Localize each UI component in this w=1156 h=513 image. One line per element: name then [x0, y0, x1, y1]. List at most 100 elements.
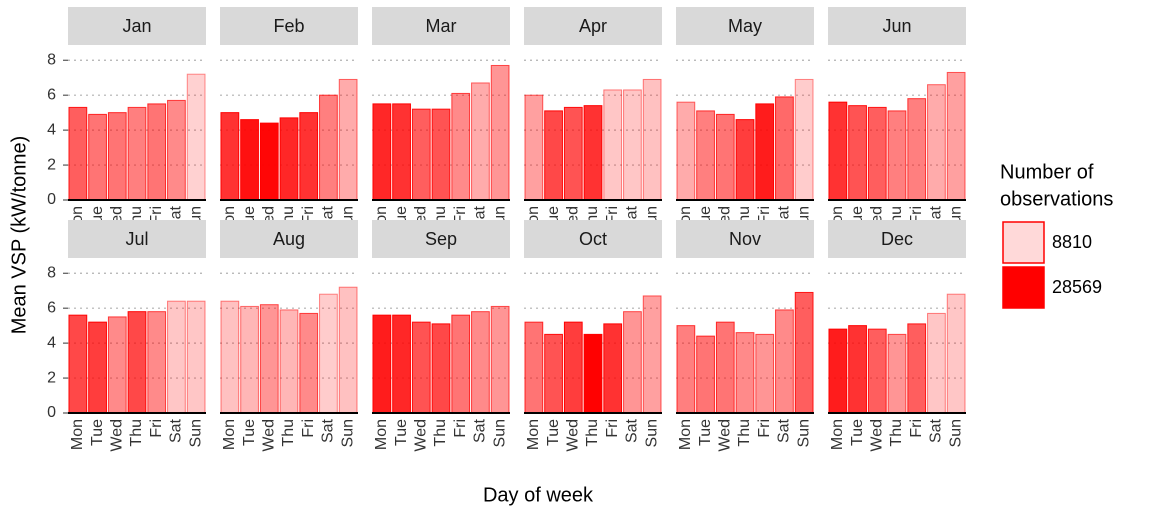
y-tick-label: 6 [47, 86, 56, 103]
x-tick-label: Tue [545, 419, 562, 446]
y-tick-label: 4 [47, 121, 56, 138]
bar [755, 103, 775, 201]
strip-title: Jul [125, 229, 148, 249]
y-axis-title: Mean VSP (kW/tonne) [8, 136, 30, 335]
bar [907, 98, 927, 201]
strip [676, 7, 814, 45]
bar [755, 333, 775, 414]
bar [927, 312, 946, 414]
bar [451, 314, 471, 414]
bar [775, 96, 794, 201]
strip-title: May [728, 16, 762, 36]
bar [563, 321, 583, 414]
bar [392, 103, 411, 201]
x-tick-label: Sun [339, 419, 356, 447]
x-tick-label: Mon [677, 419, 694, 450]
bar [946, 71, 966, 201]
x-tick-label: Sun [491, 419, 508, 447]
strip-title: Jun [882, 16, 911, 36]
bar [907, 323, 927, 414]
bar [676, 325, 696, 414]
bar [642, 78, 662, 201]
strip [828, 220, 966, 258]
bar [68, 314, 88, 414]
bar [696, 110, 715, 201]
bar [583, 333, 603, 414]
bar [848, 105, 867, 201]
x-tick-label: Thu [584, 419, 601, 447]
x-tick-label: Sat [624, 418, 641, 443]
x-tick-label: Thu [736, 419, 753, 447]
bar [735, 332, 755, 414]
x-tick-label: Sun [947, 419, 964, 447]
x-tick-label: Sat [472, 418, 489, 443]
bar [583, 105, 603, 201]
bar [279, 309, 299, 414]
bar [431, 323, 451, 414]
bar [544, 333, 563, 414]
x-tick-label: Mon [829, 419, 846, 450]
x-tick-label: Thu [280, 419, 297, 447]
bar [259, 122, 279, 201]
strip [524, 7, 662, 45]
bar [299, 112, 319, 201]
x-tick-label: Mon [525, 419, 542, 450]
bar [319, 94, 338, 201]
strip [220, 220, 358, 258]
x-tick-label: Sun [643, 419, 660, 447]
bar [603, 89, 623, 201]
bar [794, 291, 814, 414]
bar [715, 321, 735, 414]
bar [490, 305, 510, 414]
bar [451, 92, 471, 201]
strip [372, 220, 510, 258]
y-tick-label: 6 [47, 299, 56, 316]
bar [147, 103, 167, 201]
x-tick-label: Thu [128, 419, 145, 447]
x-tick-label: Mon [373, 419, 390, 450]
y-tick-label: 8 [47, 264, 56, 281]
x-tick-label: Fri [148, 206, 165, 225]
y-tick-label: 2 [47, 156, 56, 173]
bar [167, 300, 186, 414]
strip-title: Oct [579, 229, 607, 249]
bar [848, 325, 867, 414]
y-tick-label: 8 [47, 51, 56, 68]
y-tick-label: 4 [47, 334, 56, 351]
x-tick-label: Wed [413, 419, 430, 452]
x-tick-label: Sun [795, 419, 812, 447]
x-tick-label: Sun [187, 419, 204, 447]
bar [563, 106, 583, 201]
bar [471, 311, 490, 414]
legend-title: observations [1000, 188, 1113, 210]
x-tick-label: Fri [300, 206, 317, 225]
bar [794, 78, 814, 201]
x-axis-title: Day of week [483, 484, 594, 506]
legend-label: 28569 [1052, 277, 1102, 297]
bar [220, 112, 240, 201]
strip [220, 7, 358, 45]
x-tick-label: Wed [109, 419, 126, 452]
x-tick-label: Fri [756, 206, 773, 225]
bar [392, 314, 411, 414]
x-tick-label: Fri [604, 206, 621, 225]
bar [240, 119, 259, 201]
bar [68, 106, 88, 201]
bar [107, 316, 127, 414]
bar [603, 323, 623, 414]
bar [88, 113, 107, 201]
x-tick-label: Fri [908, 206, 925, 225]
bar [887, 110, 907, 201]
legend-key [1002, 221, 1045, 264]
x-tick-label: Fri [604, 419, 621, 438]
x-tick-label: Sat [320, 418, 337, 443]
x-tick-label: Wed [261, 419, 278, 452]
strip [68, 7, 206, 45]
bar [828, 101, 848, 201]
bar [411, 108, 431, 201]
strip-title: Feb [273, 16, 304, 36]
bar [411, 321, 431, 414]
bar [524, 321, 544, 414]
bar [867, 106, 887, 201]
